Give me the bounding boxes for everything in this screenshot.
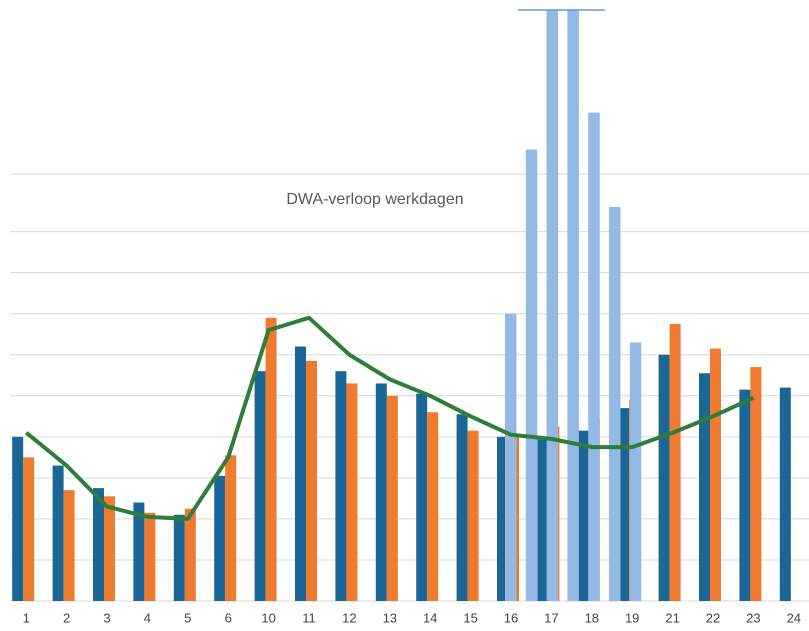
x-tick-label: 18 — [585, 610, 599, 625]
bar — [104, 496, 115, 601]
x-tick-label: 10 — [261, 610, 275, 625]
bar — [184, 508, 196, 601]
bar — [609, 207, 621, 601]
bar — [214, 475, 226, 601]
x-tick-label: 14 — [423, 610, 437, 625]
bar — [173, 514, 185, 601]
x-tick-label: 5 — [184, 610, 191, 625]
bar — [52, 465, 64, 601]
x-tick-label: 15 — [463, 610, 477, 625]
bar — [346, 383, 358, 601]
x-tick-label: 23 — [746, 610, 760, 625]
x-tick-label: 4 — [144, 610, 151, 625]
bar — [416, 393, 428, 601]
bar — [629, 342, 642, 601]
line — [24, 315, 755, 521]
bar — [386, 395, 398, 601]
bar — [427, 412, 439, 601]
x-tick-label: 2 — [63, 610, 70, 625]
x-tick-label: 3 — [103, 610, 110, 625]
bar — [577, 430, 589, 601]
bar — [93, 488, 104, 601]
bar — [658, 354, 670, 601]
bar — [546, 10, 559, 601]
x-tick-label: 6 — [225, 610, 232, 625]
x-tick-label: 17 — [544, 610, 558, 625]
bar — [265, 317, 277, 601]
bar — [295, 346, 306, 601]
x-tick-label: 21 — [665, 610, 679, 625]
x-tick-label: 11 — [302, 610, 316, 625]
bar — [739, 389, 751, 601]
x-tick-label: 13 — [383, 610, 397, 625]
bar — [335, 371, 347, 601]
chart-title: DWA-verloop werkdagen — [286, 191, 463, 208]
bar — [63, 490, 75, 601]
x-tick-label: 24 — [787, 610, 801, 625]
bar — [23, 457, 35, 601]
x-tick-label: 22 — [706, 610, 720, 625]
x-tick-label: 19 — [625, 610, 639, 625]
bar — [669, 323, 681, 601]
bar — [537, 436, 549, 601]
bar — [710, 348, 721, 601]
bar — [618, 408, 630, 601]
bar — [525, 149, 538, 601]
bar — [133, 502, 145, 601]
bar — [497, 436, 508, 601]
bar — [779, 387, 791, 601]
bar — [225, 455, 237, 601]
bar — [144, 512, 156, 601]
bar — [588, 112, 600, 602]
bar — [467, 430, 479, 601]
bar — [254, 371, 266, 601]
x-tick-label: 16 — [504, 610, 518, 625]
bar — [306, 360, 317, 601]
bar — [750, 367, 762, 601]
x-tick-label: 1 — [23, 610, 30, 625]
bar — [699, 373, 710, 601]
bar — [375, 383, 387, 601]
x-tick-label: 12 — [342, 610, 356, 625]
bar — [12, 436, 24, 601]
bar — [567, 10, 579, 601]
bar — [456, 414, 468, 601]
bar — [505, 313, 517, 601]
